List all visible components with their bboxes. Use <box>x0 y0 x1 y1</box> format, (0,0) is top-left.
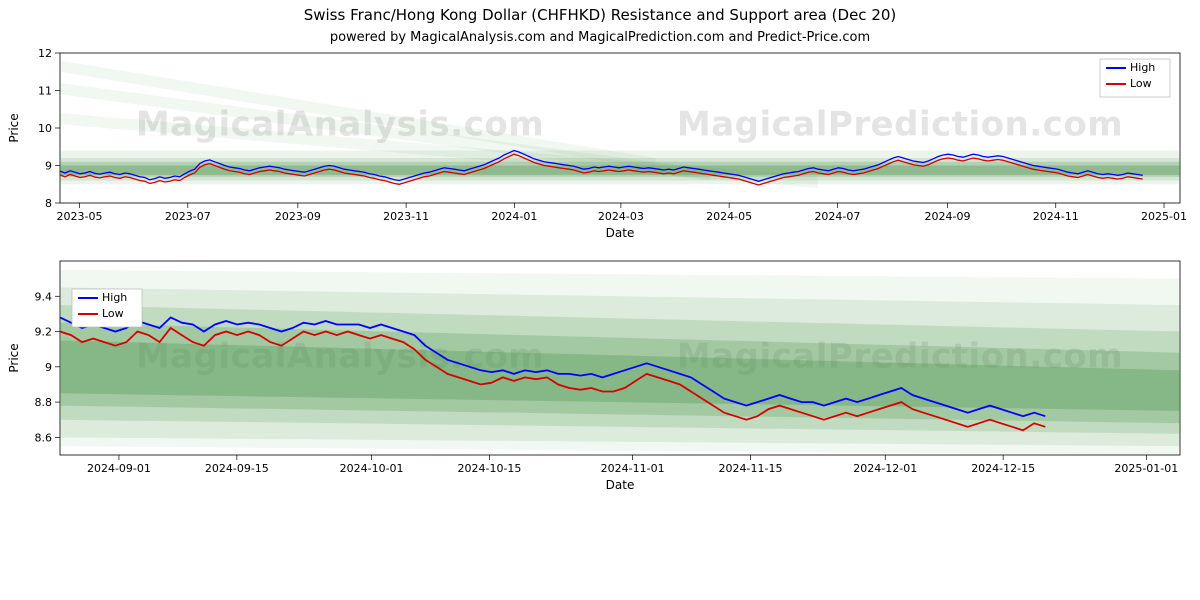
svg-text:High: High <box>102 291 127 304</box>
svg-text:8.8: 8.8 <box>35 396 53 409</box>
svg-text:2025-01: 2025-01 <box>1141 210 1187 223</box>
main-title: Swiss Franc/Hong Kong Dollar (CHFHKD) Re… <box>0 6 1200 24</box>
svg-text:Price: Price <box>7 343 21 372</box>
sub-title: powered by MagicalAnalysis.com and Magic… <box>0 30 1200 45</box>
svg-text:2024-12-01: 2024-12-01 <box>853 462 917 475</box>
svg-text:11: 11 <box>38 85 52 98</box>
svg-text:Date: Date <box>606 226 635 240</box>
svg-text:9.4: 9.4 <box>35 290 53 303</box>
svg-text:9: 9 <box>45 361 52 374</box>
svg-text:2024-11: 2024-11 <box>1033 210 1079 223</box>
svg-text:9.2: 9.2 <box>35 326 53 339</box>
svg-text:9: 9 <box>45 160 52 173</box>
svg-text:2025-01-01: 2025-01-01 <box>1114 462 1178 475</box>
svg-text:Low: Low <box>102 307 124 320</box>
svg-text:8: 8 <box>45 197 52 210</box>
svg-text:2023-09: 2023-09 <box>275 210 321 223</box>
svg-text:2024-09-15: 2024-09-15 <box>205 462 269 475</box>
svg-text:2023-05: 2023-05 <box>57 210 103 223</box>
svg-text:2023-11: 2023-11 <box>383 210 429 223</box>
svg-text:2024-05: 2024-05 <box>706 210 752 223</box>
svg-text:Date: Date <box>606 478 635 492</box>
svg-text:Price: Price <box>7 113 21 142</box>
svg-text:2024-12-15: 2024-12-15 <box>971 462 1035 475</box>
svg-text:2024-09-01: 2024-09-01 <box>87 462 151 475</box>
svg-text:2024-01: 2024-01 <box>491 210 537 223</box>
svg-text:12: 12 <box>38 47 52 60</box>
title-block: Swiss Franc/Hong Kong Dollar (CHFHKD) Re… <box>0 0 1200 45</box>
svg-text:MagicalPrediction.com: MagicalPrediction.com <box>677 105 1123 145</box>
top-chart: MagicalAnalysis.comMagicalPrediction.com… <box>0 45 1200 255</box>
svg-text:2024-09: 2024-09 <box>924 210 970 223</box>
svg-text:2023-07: 2023-07 <box>165 210 211 223</box>
svg-text:2024-11-15: 2024-11-15 <box>719 462 783 475</box>
svg-text:Low: Low <box>1130 77 1152 90</box>
svg-text:2024-07: 2024-07 <box>814 210 860 223</box>
svg-text:2024-10-15: 2024-10-15 <box>458 462 522 475</box>
svg-text:2024-03: 2024-03 <box>598 210 644 223</box>
bottom-chart: MagicalAnalysis.comMagicalPrediction.com… <box>0 255 1200 503</box>
svg-text:10: 10 <box>38 122 52 135</box>
svg-text:2024-11-01: 2024-11-01 <box>601 462 665 475</box>
svg-text:2024-10-01: 2024-10-01 <box>340 462 404 475</box>
svg-text:High: High <box>1130 61 1155 74</box>
svg-text:8.6: 8.6 <box>35 431 53 444</box>
